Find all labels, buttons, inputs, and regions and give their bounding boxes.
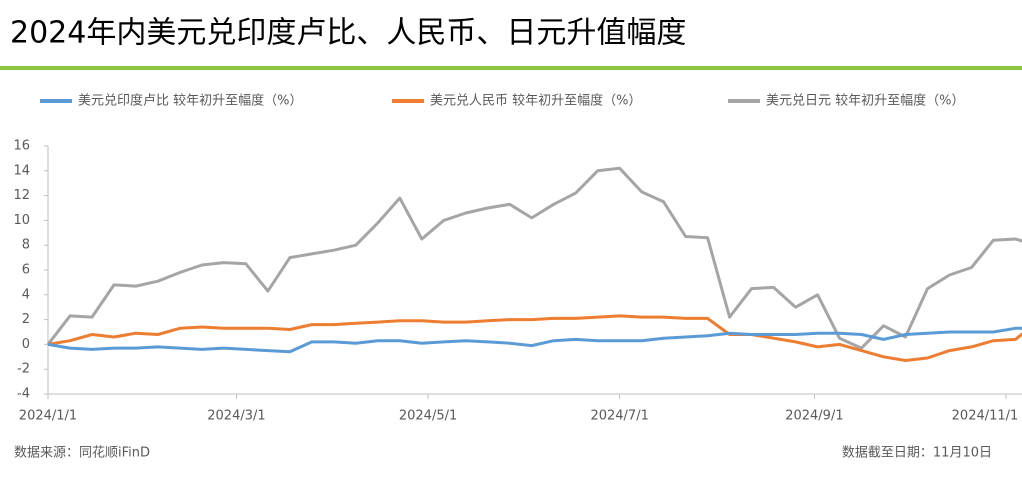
x-tick-label: 2024/1/1 (19, 409, 77, 424)
y-tick-label: 0 (22, 337, 30, 352)
x-tick-label: 2024/11/1 (952, 409, 1019, 424)
y-tick-label: -4 (17, 387, 30, 402)
date-note: 数据截至日期：11月10日 (842, 446, 992, 461)
y-tick-label: 10 (13, 213, 30, 228)
y-tick-label: -2 (17, 362, 30, 377)
y-tick-label: 8 (22, 238, 30, 253)
series-line (47, 314, 1022, 362)
y-tick-label: 2 (22, 312, 30, 327)
x-tick-label: 2024/9/1 (785, 409, 843, 424)
y-tick-label: 12 (13, 188, 30, 203)
x-tick-label: 2024/3/1 (207, 409, 265, 424)
series-line (47, 326, 1022, 354)
y-tick-label: 14 (13, 163, 30, 178)
chart-title: 2024年内美元兑印度卢比、人民币、日元升值幅度 (10, 16, 686, 51)
legend-label: 美元兑人民币 较年初升至幅度（%） (430, 93, 642, 109)
source-note: 数据来源：同花顺iFinD (14, 445, 150, 461)
legend-label: 美元兑印度卢比 较年初升至幅度（%） (78, 93, 303, 109)
x-tick-label: 2024/7/1 (590, 409, 648, 424)
y-tick-label: 16 (13, 139, 30, 154)
x-tick-label: 2024/5/1 (399, 409, 457, 424)
title-rule (0, 66, 1022, 70)
legend-label: 美元兑日元 较年初升至幅度（%） (766, 93, 965, 109)
y-tick-label: 4 (22, 287, 30, 302)
y-tick-label: 6 (22, 263, 30, 278)
